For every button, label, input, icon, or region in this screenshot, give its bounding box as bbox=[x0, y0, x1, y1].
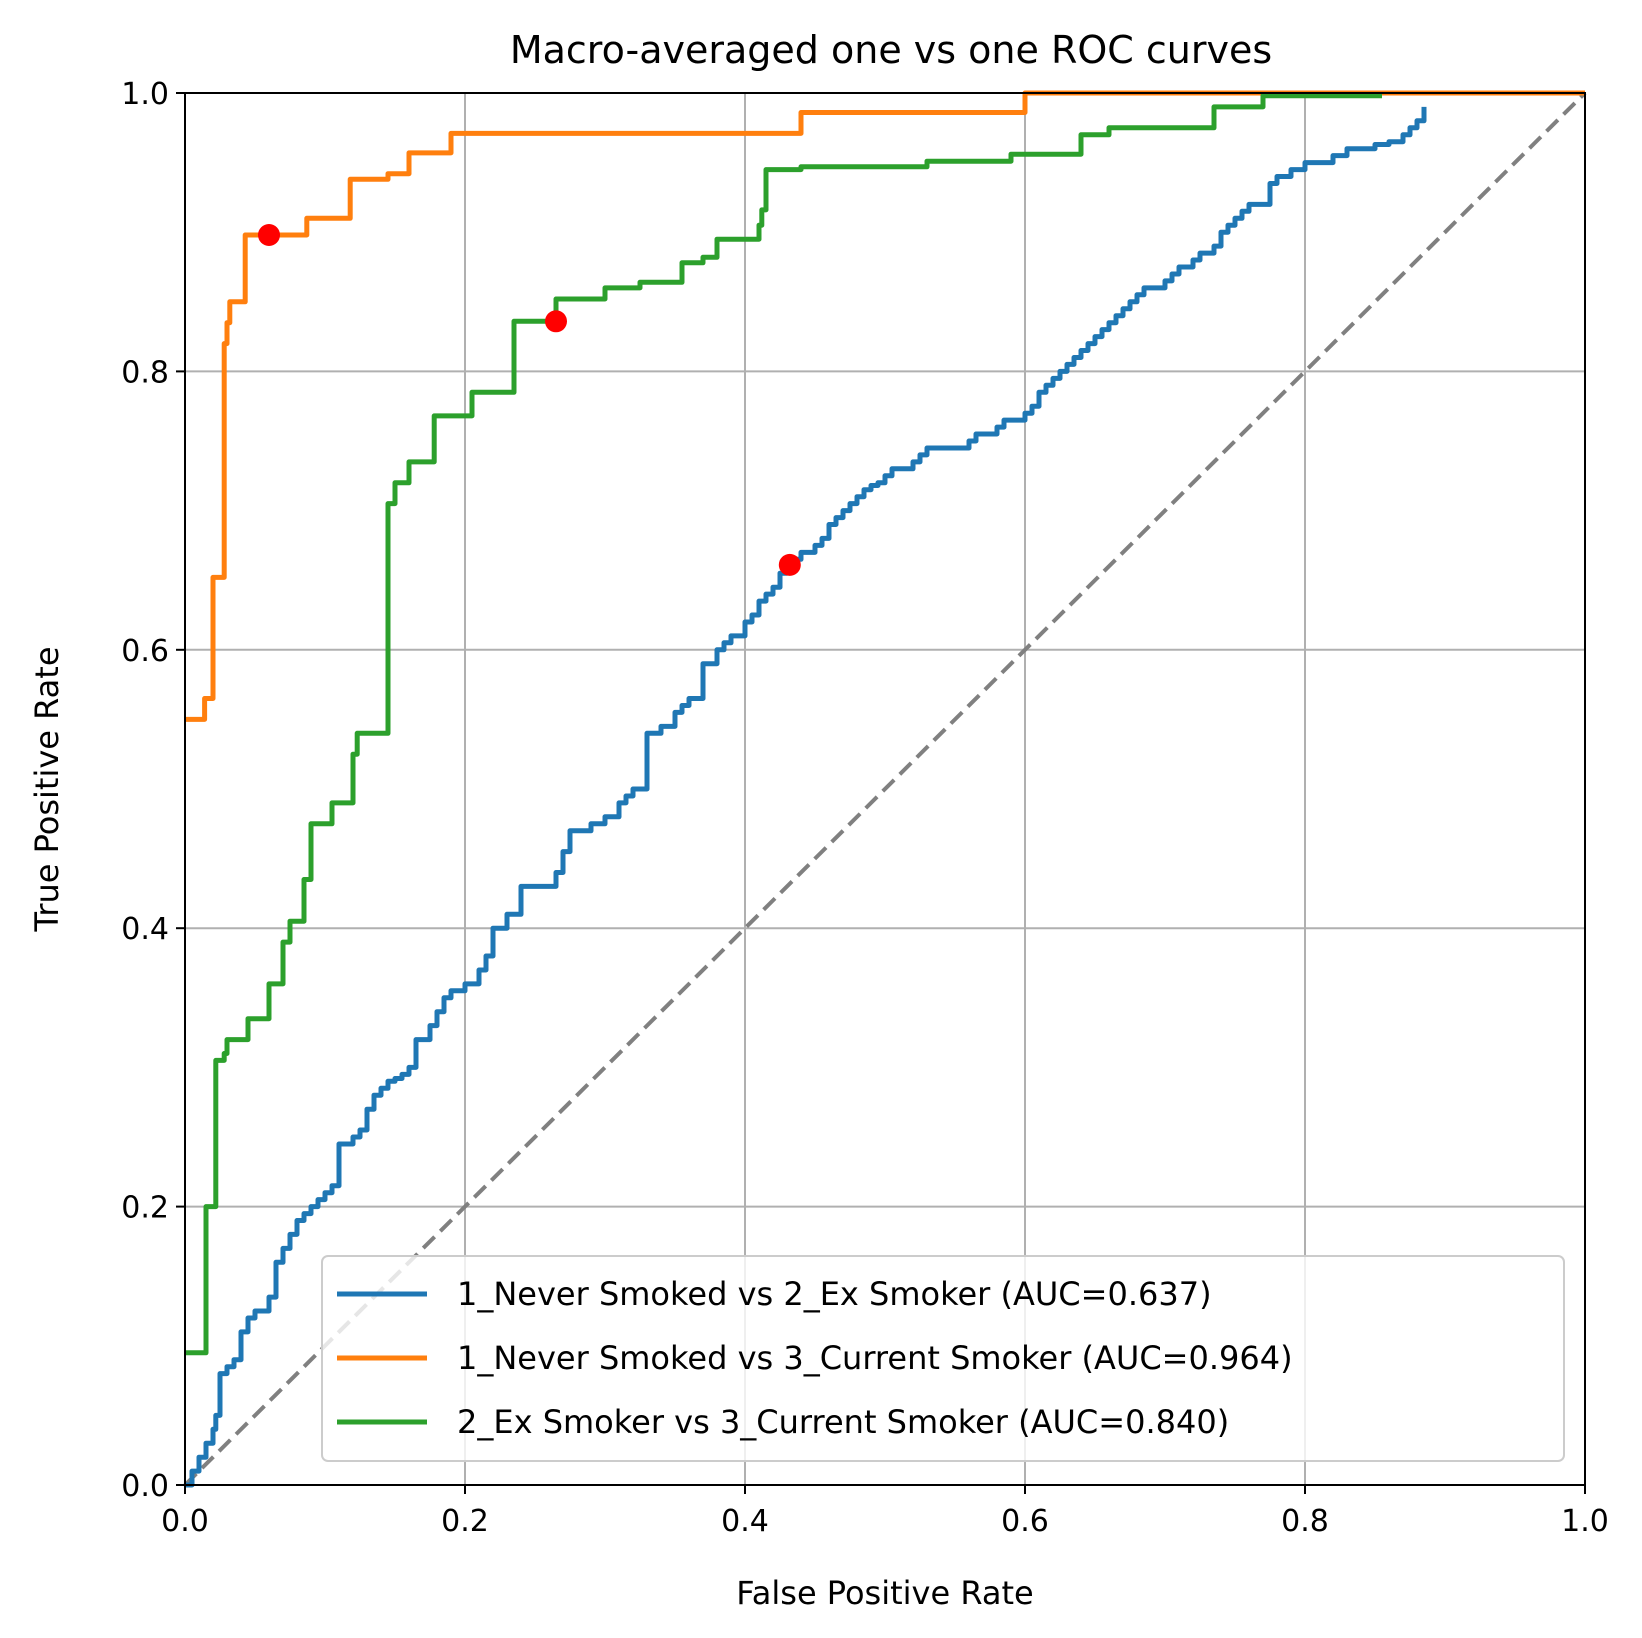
legend-label-series-3: 2_Ex Smoker vs 3_Current Smoker (AUC=0.8… bbox=[457, 1403, 1229, 1441]
x-tick-label-2: 0.4 bbox=[721, 1504, 769, 1539]
series-never-vs-current-optimal-point bbox=[258, 223, 280, 246]
y-tick-label-1: 0.2 bbox=[121, 1191, 169, 1226]
legend-box bbox=[321, 1255, 1565, 1462]
grid-lines bbox=[184, 92, 1586, 1486]
x-axis-label: False Positive Rate bbox=[736, 1574, 1033, 1612]
x-tick-label-3: 0.6 bbox=[1001, 1504, 1049, 1539]
x-tick-label-0: 0.0 bbox=[161, 1504, 209, 1539]
y-tick-label-4: 0.8 bbox=[121, 355, 169, 390]
y-tick-label-5: 1.0 bbox=[121, 77, 169, 112]
x-tick-label-4: 0.8 bbox=[1281, 1504, 1329, 1539]
legend-label-series-1: 1_Never Smoked vs 2_Ex Smoker (AUC=0.637… bbox=[457, 1275, 1212, 1313]
axis-ticks: 0.0 0.2 0.4 0.6 0.8 1.0 0.0 0.2 0.4 0.6 0.8 1.0 bbox=[121, 77, 1609, 1539]
y-tick-label-3: 0.6 bbox=[121, 634, 169, 669]
series-never-vs-ex-optimal-point bbox=[778, 553, 801, 576]
y-tick-label-0: 0.0 bbox=[121, 1469, 169, 1504]
series-ex-vs-current-optimal-point bbox=[545, 310, 567, 333]
chance-diagonal-line bbox=[183, 91, 1587, 1487]
legend-label-series-2: 1_Never Smoked vs 3_Current Smoker (AUC=… bbox=[457, 1339, 1293, 1377]
y-axis-label: True Positive Rate bbox=[28, 646, 66, 932]
y-tick-label-2: 0.4 bbox=[121, 912, 169, 947]
plot-series-group bbox=[183, 90, 1587, 1488]
series-never-vs-current-curve bbox=[185, 90, 1585, 722]
x-tick-label-1: 0.2 bbox=[441, 1504, 489, 1539]
series-never-vs-ex-curve bbox=[185, 106, 1427, 1488]
legend: 1_Never Smoked vs 2_Ex Smoker (AUC=0.637… bbox=[321, 1255, 1565, 1462]
chart-title: Macro-averaged one vs one ROC curves bbox=[510, 28, 1272, 72]
series-ex-vs-current-curve bbox=[185, 93, 1382, 1356]
axes-frame bbox=[184, 92, 1586, 1486]
x-tick-label-5: 1.0 bbox=[1561, 1504, 1609, 1539]
